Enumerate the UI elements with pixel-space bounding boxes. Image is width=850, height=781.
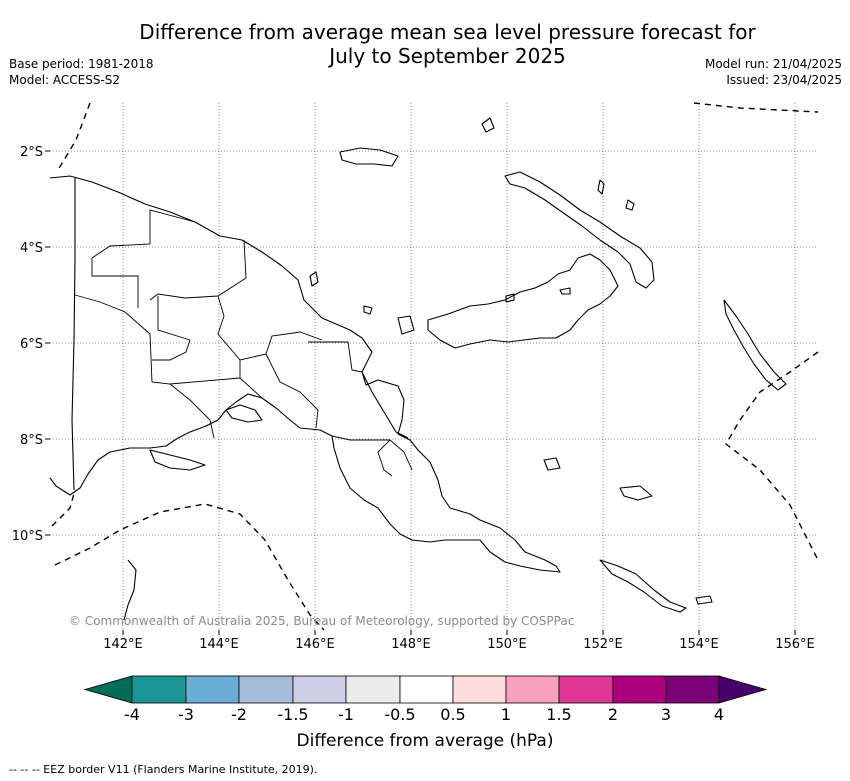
colorbar-tick-label: 4 <box>713 705 725 724</box>
colorbar-tick-label: 3 <box>660 705 672 724</box>
colorbar-tick-label: -0.5 <box>384 705 416 724</box>
colorbar-cell-7 <box>452 675 507 704</box>
coastlines <box>49 117 787 621</box>
colorbar-cell-9 <box>558 675 614 704</box>
title-line-2: July to September 2025 <box>329 44 566 68</box>
eez-legend-note: -- -- -- EEZ border V11 (Flanders Marine… <box>9 763 318 776</box>
colorbar-cell-6 <box>399 675 454 704</box>
colorbar-cell-3 <box>238 675 294 704</box>
meta-left: Base period: 1981-2018 Model: ACCESS-S2 <box>9 56 154 88</box>
manus-coastline <box>339 147 399 167</box>
lon-ticks <box>122 630 796 635</box>
colorbar-cell-10 <box>612 675 667 704</box>
colorbar-cell-5 <box>345 675 401 704</box>
lon-label-144e: 144°E <box>199 637 239 652</box>
lat-label-6s: 6°S <box>20 337 43 352</box>
colorbar <box>83 675 768 704</box>
meta-right: Model run: 21/04/2025 Issued: 23/04/2025 <box>705 56 842 88</box>
eez-borders <box>51 102 819 631</box>
colorbar-tick-label: -2 <box>231 705 247 724</box>
lat-label-8s: 8°S <box>20 433 43 448</box>
colorbar-under-triangle <box>83 675 133 704</box>
lon-label-146e: 146°E <box>295 637 335 652</box>
lat-label-4s: 4°S <box>20 241 43 256</box>
lat-label-10s: 10°S <box>12 529 43 544</box>
colorbar-tick-label: 2 <box>607 705 619 724</box>
colorbar-over-triangle <box>718 675 768 704</box>
map-title: Difference from average mean sea level p… <box>90 20 805 68</box>
bougainville-coastline <box>723 299 787 391</box>
lon-label-156e: 156°E <box>775 637 815 652</box>
colorbar-cell-4 <box>292 675 347 704</box>
issued-date: Issued: 23/04/2025 <box>726 73 842 87</box>
colorbar-cell-2 <box>185 675 240 704</box>
lat-label-2s: 2°S <box>20 145 43 160</box>
cape-york-coastline <box>123 559 137 621</box>
model-name: Model: ACCESS-S2 <box>9 73 121 87</box>
lon-label-152e: 152°E <box>583 637 623 652</box>
base-period: Base period: 1981-2018 <box>9 57 154 71</box>
new-guinea-coastline <box>49 175 561 573</box>
title-line-1: Difference from average mean sea level p… <box>139 20 756 44</box>
colorbar-cell-1 <box>131 675 187 704</box>
colorbar-cell-11 <box>665 675 720 704</box>
provincial-borders <box>74 209 413 477</box>
milne-bay-islands <box>599 559 687 613</box>
model-run: Model run: 21/04/2025 <box>704 57 842 71</box>
colorbar-tick-label: -1 <box>338 705 354 724</box>
lon-label-142e: 142°E <box>103 637 143 652</box>
indonesia-png-border-west <box>71 178 76 491</box>
copyright-notice: © Commonwealth of Australia 2025, Bureau… <box>69 614 575 628</box>
colorbar-tick-label: -4 <box>124 705 140 724</box>
lon-label-150e: 150°E <box>487 637 527 652</box>
lon-label-148e: 148°E <box>391 637 431 652</box>
morobe-coast <box>361 371 409 439</box>
graticule <box>50 103 818 630</box>
lon-label-154e: 154°E <box>679 637 719 652</box>
colorbar-tick-label: 1 <box>500 705 512 724</box>
colorbar-tick-label: 0.5 <box>440 705 466 724</box>
colorbar-cell-8 <box>505 675 560 704</box>
colorbar-title: Difference from average (hPa) <box>296 731 554 751</box>
new-britain-coastline <box>427 253 619 349</box>
colorbar-tick-label: -3 <box>178 705 194 724</box>
colorbar-tick-label: -1.5 <box>277 705 309 724</box>
lat-ticks <box>45 150 50 536</box>
new-ireland-coastline <box>504 171 655 289</box>
colorbar-tick-label: 1.5 <box>546 705 572 724</box>
